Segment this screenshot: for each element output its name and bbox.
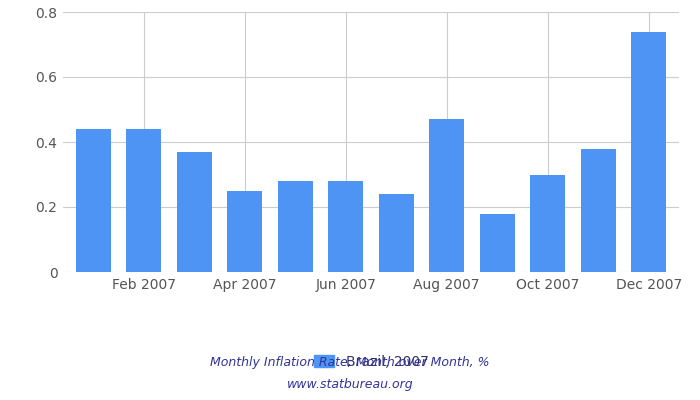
Text: Monthly Inflation Rate, Month over Month, %: Monthly Inflation Rate, Month over Month… — [210, 356, 490, 369]
Bar — [328, 181, 363, 272]
Text: www.statbureau.org: www.statbureau.org — [287, 378, 413, 391]
Bar — [176, 152, 212, 272]
Bar — [530, 174, 566, 272]
Bar — [480, 214, 515, 272]
Bar — [227, 191, 262, 272]
Bar — [278, 181, 313, 272]
Bar — [631, 32, 666, 272]
Bar — [379, 194, 414, 272]
Bar — [76, 129, 111, 272]
Bar — [126, 129, 162, 272]
Bar — [580, 148, 616, 272]
Bar — [429, 119, 464, 272]
Legend: Brazil, 2007: Brazil, 2007 — [308, 349, 434, 374]
